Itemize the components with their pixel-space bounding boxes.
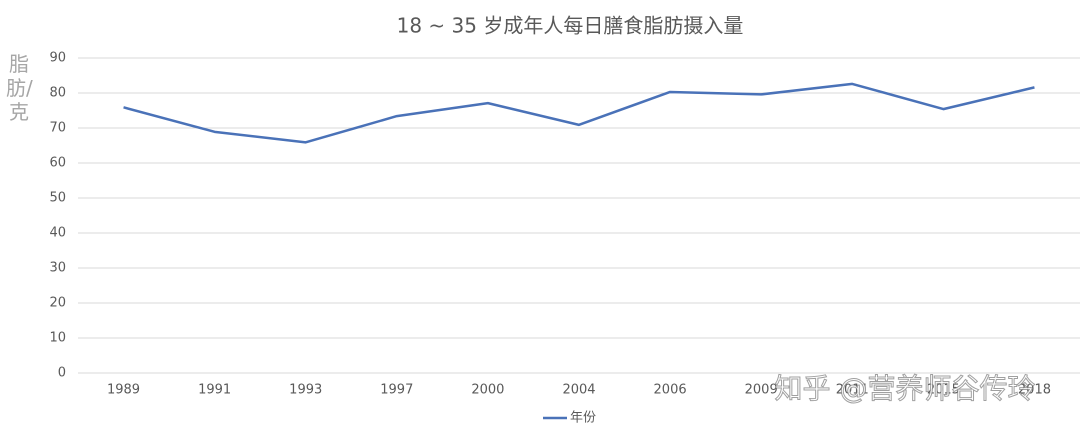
y-tick-label: 50: [49, 191, 66, 206]
watermark: 知乎 @营养师谷传玲: [775, 372, 1036, 405]
y-tick-label: 70: [49, 121, 66, 136]
x-tick-label: 1997: [380, 383, 413, 398]
y-tick-label: 20: [49, 296, 66, 311]
x-tick-label: 1993: [289, 383, 322, 398]
y-tick-label: 80: [49, 86, 66, 101]
x-tick-label: 1991: [198, 383, 231, 398]
x-tick-label: 2018: [1018, 383, 1051, 398]
y-tick-label: 40: [49, 226, 66, 241]
chart-title: 18 ~ 35 岁成年人每日膳食脂肪摄入量: [397, 14, 744, 38]
x-tick-label: 2015: [927, 383, 960, 398]
data-line: [123, 82, 1035, 144]
y-tick-label: 10: [49, 331, 66, 346]
x-tick-label: 2009: [745, 383, 778, 398]
y-axis-label: 脂肪/克: [6, 52, 33, 124]
x-tick-label: 2000: [471, 383, 504, 398]
y-tick-label: 30: [49, 261, 66, 276]
x-tick-label: 2011: [836, 383, 869, 398]
y-tick-label: 90: [49, 51, 66, 66]
x-tick-label: 2006: [654, 383, 687, 398]
x-tick-label: 1989: [107, 383, 140, 398]
legend-label: 年份: [570, 411, 596, 426]
y-tick-label: 60: [49, 156, 66, 171]
x-tick-label: 2004: [562, 383, 595, 398]
y-tick-label: 0: [58, 366, 66, 381]
